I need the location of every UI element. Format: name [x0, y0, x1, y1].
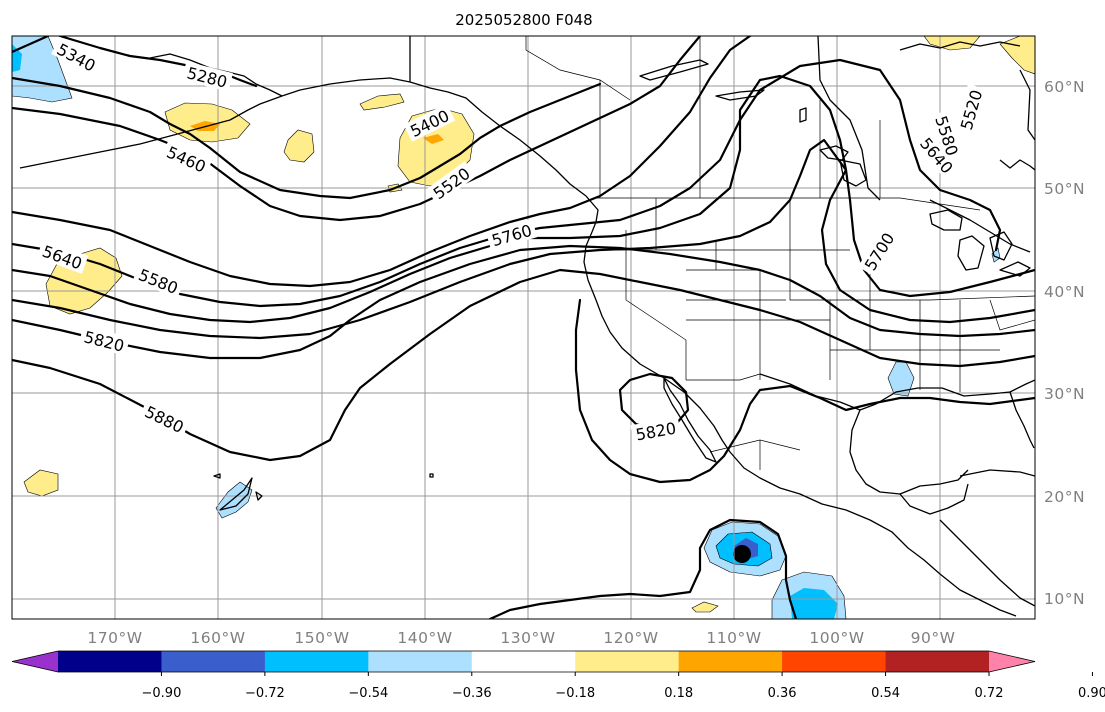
colorbar-tick-label: 0.18: [664, 686, 693, 701]
colorbar-tick-label: −0.72: [245, 686, 285, 701]
lat-tick-label: 40°N: [1044, 283, 1085, 301]
colorbar-tick-label: −0.36: [452, 686, 492, 701]
lon-tick-label: 130°W: [500, 629, 555, 647]
lon-tick-label: 160°W: [190, 629, 245, 647]
contour-line: [12, 36, 50, 54]
colorbar-outline: [11, 650, 1036, 673]
shaded-anomaly-areas: [12, 36, 1035, 619]
colorbar-tick-label: 0.54: [871, 686, 900, 701]
colorbar-tick-label: 0.36: [768, 686, 797, 701]
map-title: 2025052800 F048: [455, 11, 592, 29]
map-frame: [11, 35, 1036, 620]
colorbar-segment: [471, 651, 576, 672]
colorbar-tick-label: 0.72: [975, 686, 1004, 701]
coastlines: [19, 36, 1035, 617]
colorbar-tick-label: 0.90: [1078, 686, 1105, 701]
lon-tick-label: 120°W: [603, 629, 658, 647]
lat-tick-label: 30°N: [1044, 385, 1085, 403]
colorbar-tick-label: −0.18: [555, 686, 595, 701]
colorbar-segment: [575, 651, 680, 672]
colorbar: −0.90 −0.72 −0.54 −0.36 −0.18 0.18 0.36 0.54 0.7…: [11, 650, 1105, 701]
colorbar-tick-label: −0.54: [348, 686, 388, 701]
lon-tick-label: 150°W: [294, 629, 349, 647]
lon-tick-label: 100°W: [809, 629, 864, 647]
lat-tick-label: 50°N: [1044, 180, 1085, 198]
colorbar-segment: [885, 651, 990, 672]
lat-tick-label: 20°N: [1044, 488, 1085, 506]
lon-tick-label: 140°W: [397, 629, 452, 647]
colorbar-segment: [58, 651, 162, 672]
latitude-labels: 60°N 50°N 40°N 30°N 20°N 10°N: [1044, 78, 1085, 608]
colorbar-segment: [782, 651, 887, 672]
lon-tick-label: 170°W: [87, 629, 142, 647]
colorbar-extend-low: [12, 651, 58, 672]
colorbar-segment: [161, 651, 266, 672]
colorbar-segment: [264, 651, 369, 672]
lat-tick-label: 60°N: [1044, 78, 1085, 96]
lat-tick-label: 10°N: [1044, 590, 1085, 608]
map-plot-area: 5340 5280 5460 5400 5520 5760 5640 5580 …: [12, 36, 1035, 619]
longitude-labels: 170°W 160°W 150°W 140°W 130°W 120°W 110°…: [87, 629, 956, 647]
colorbar-segment: [368, 651, 473, 672]
colorbar-extend-high: [989, 651, 1035, 672]
colorbar-segment: [678, 651, 783, 672]
lon-tick-label: 110°W: [706, 629, 761, 647]
colorbar-tick-label: −0.90: [142, 686, 182, 701]
lon-tick-label: 90°W: [911, 629, 956, 647]
